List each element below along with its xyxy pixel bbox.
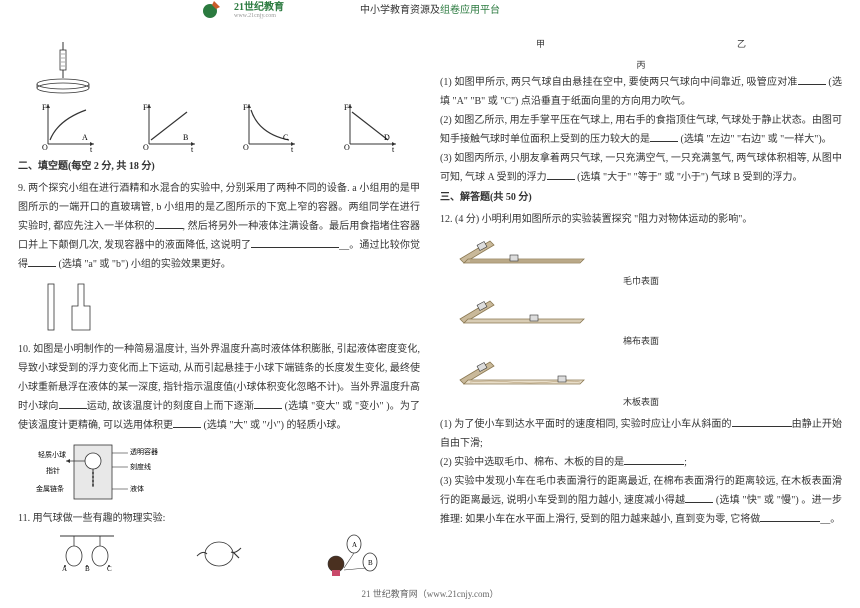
caption-jia: 甲 <box>536 36 545 53</box>
svg-text:液体: 液体 <box>130 484 144 493</box>
content-area: F t O A F t O B <box>0 32 860 582</box>
svg-text:F: F <box>344 103 349 112</box>
left-column: F t O A F t O B <box>0 32 430 582</box>
header-title: 中小学教育资源及组卷应用平台 <box>360 1 500 16</box>
svg-text:O: O <box>42 143 48 152</box>
svg-text:O: O <box>143 143 149 152</box>
logo-text-block: 21世纪教育 www.21cnjy.com <box>234 0 284 19</box>
svg-text:B: B <box>183 133 188 142</box>
svg-text:t: t <box>291 145 294 152</box>
graph-c: F t O C <box>239 100 299 152</box>
svg-text:B: B <box>368 559 373 567</box>
q12-1-text: (1) 为了使小车到达水平面时的速度相同, 实验时应让小车从斜面的由静止开始自由… <box>440 415 842 453</box>
graph-a: F t O A <box>38 100 98 152</box>
svg-text:金属链条: 金属链条 <box>36 484 64 493</box>
svg-text:O: O <box>344 143 350 152</box>
svg-text:透明容器: 透明容器 <box>130 447 158 456</box>
svg-text:A: A <box>82 133 88 142</box>
surf1-label: 毛巾表面 <box>440 273 842 290</box>
ramp-towel: 毛巾表面 <box>440 233 842 290</box>
logo-main-text: 21世纪教育 <box>234 0 284 13</box>
section-2-title: 二、填空题(每空 2 分, 共 18 分) <box>18 158 420 177</box>
q11-1-text: (1) 如图甲所示, 两只气球自由悬挂在空中, 要使两只气球向中间靠近, 吸管应… <box>440 73 842 111</box>
q10-text: 10. 如图是小明制作的一种简易温度计, 当外界温度升高时液体体积膨胀, 引起液… <box>18 340 420 435</box>
caption-bing: 丙 <box>440 57 842 74</box>
q12-2-text: (2) 实验中选取毛巾、棉布、木板的目的是; <box>440 453 842 472</box>
caption-yi: 乙 <box>737 36 746 53</box>
q12-text: 12. (4 分) 小明利用如图所示的实验装置探究 "阻力对物体运动的影响"。 <box>440 210 842 229</box>
q9-text: 9. 两个探究小组在进行酒精和水混合的实验中, 分别采用了两种不同的设备. a … <box>18 179 420 274</box>
graph-b: F t O B <box>139 100 199 152</box>
right-column: 甲 乙 丙 (1) 如图甲所示, 两只气球自由悬挂在空中, 要使两只气球向中间靠… <box>430 32 860 582</box>
svg-text:刻度线: 刻度线 <box>130 462 151 471</box>
logo-sub-text: www.21cnjy.com <box>234 13 284 19</box>
surf2-label: 棉布表面 <box>440 333 842 350</box>
thermometer-figure: 轻质小球 指针 金属链条 透明容器 刻度线 液体 <box>18 439 420 505</box>
caption-row: 甲 乙 <box>440 36 842 53</box>
q11-3-text: (3) 如图丙所示, 小朋友拿着两只气球, 一只充满空气, 一只充满氢气, 两气… <box>440 149 842 187</box>
svg-text:C: C <box>283 133 288 142</box>
svg-text:t: t <box>191 145 194 152</box>
q12-3-text: (3) 实验中发现小车在毛巾表面滑行的距离最近, 在棉布表面滑行的距离较远, 在… <box>440 472 842 529</box>
header-title-accent: 组卷应用平台 <box>440 5 500 16</box>
surf3-label: 木板表面 <box>440 394 842 411</box>
header-title-plain: 中小学教育资源及 <box>360 5 440 16</box>
svg-text:F: F <box>42 103 47 112</box>
q11-2-text: (2) 如图乙所示, 用左手掌平压在气球上, 用右手的食指顶住气球, 气球处于静… <box>440 111 842 149</box>
tube-figure <box>18 278 420 336</box>
svg-text:t: t <box>90 145 93 152</box>
page-footer: 21 世纪教育网（www.21cnjy.com） <box>0 587 860 600</box>
svg-text:轻质小球: 轻质小球 <box>38 450 66 459</box>
svg-text:指针: 指针 <box>46 466 60 475</box>
q11-text: 11. 用气球做一些有趣的物理实验: <box>18 509 420 528</box>
svg-text:F: F <box>143 103 148 112</box>
svg-text:A: A <box>352 541 357 549</box>
svg-text:F: F <box>243 103 248 112</box>
ramp-cotton: 棉布表面 <box>440 293 842 350</box>
section-3-title: 三、解答题(共 50 分) <box>440 189 842 208</box>
graph-d: F t O D <box>340 100 400 152</box>
svg-text:D: D <box>384 133 390 142</box>
logo-area: 21世纪教育 www.21cnjy.com <box>200 0 284 19</box>
ramp-wood: 木板表面 <box>440 354 842 411</box>
svg-text:O: O <box>243 143 249 152</box>
logo-icon <box>200 0 228 19</box>
spring-figure <box>18 40 420 96</box>
balloon-figures: A B C A B <box>18 532 420 576</box>
svg-text:t: t <box>392 145 395 152</box>
graph-row: F t O A F t O B <box>18 100 420 152</box>
